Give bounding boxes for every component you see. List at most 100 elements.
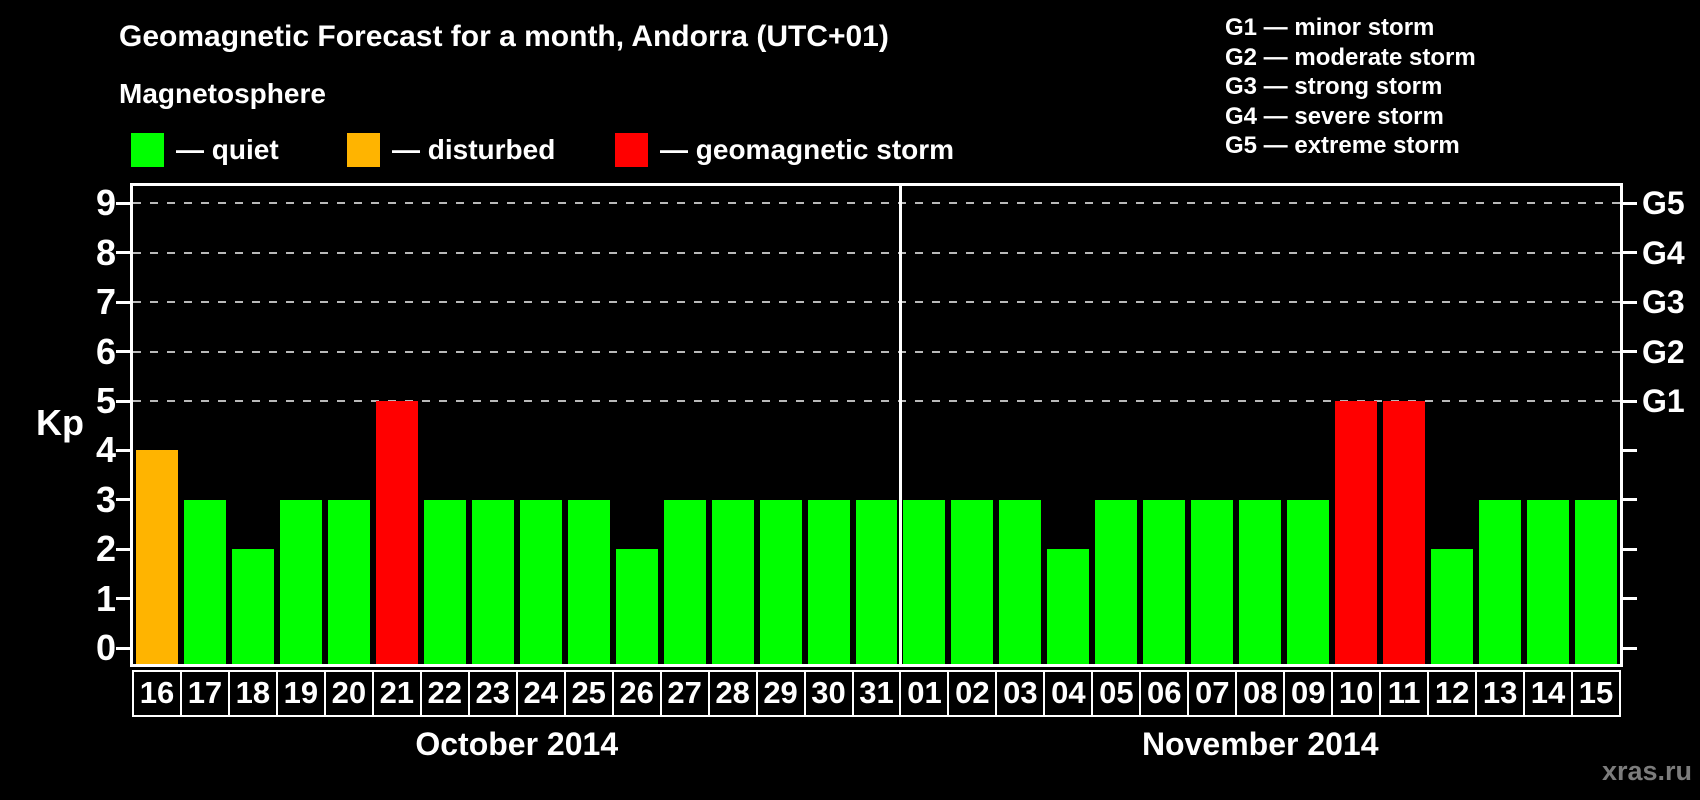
day-label-22: 22: [419, 670, 470, 717]
y-tick-left-1: [116, 597, 130, 601]
kp-bar-day-01: [903, 499, 946, 664]
y-tick-label-8: 8: [95, 231, 116, 273]
kp-bar-day-21: [375, 401, 418, 664]
y-tick-left-3: [116, 498, 130, 502]
kp-bar-day-20: [327, 499, 370, 664]
kp-bar-day-12: [1431, 549, 1474, 664]
day-label-31: 31: [851, 670, 902, 717]
day-label-17: 17: [179, 670, 230, 717]
kp-bar-day-23: [471, 499, 514, 664]
kp-bar-day-22: [423, 499, 466, 664]
y-tick-label-2: 2: [95, 528, 116, 570]
day-label-13: 13: [1475, 670, 1526, 717]
g-scale-legend-line-g4: G4 — severe storm: [1225, 102, 1444, 130]
g-axis-label-g4: G4: [1642, 234, 1685, 271]
y-tick-label-7: 7: [95, 281, 116, 323]
legend-item-storm: — geomagnetic storm: [615, 133, 954, 167]
kp-bar-day-06: [1143, 499, 1186, 664]
y-tick-left-2: [116, 547, 130, 551]
y-tick-left-4: [116, 448, 130, 452]
day-label-08: 08: [1235, 670, 1286, 717]
g-scale-legend-line-g3: G3 — strong storm: [1225, 73, 1443, 100]
day-label-01: 01: [899, 670, 950, 717]
kp-bar-day-30: [807, 499, 850, 664]
day-label-02: 02: [947, 670, 998, 717]
kp-bar-day-26: [615, 549, 658, 664]
y-tick-left-6: [116, 350, 130, 354]
day-label-27: 27: [659, 670, 710, 717]
y-tick-label-9: 9: [95, 182, 116, 224]
y-tick-label-3: 3: [95, 478, 116, 520]
day-label-14: 14: [1523, 670, 1574, 717]
kp-bar-day-05: [1095, 499, 1138, 664]
gridline-kp-8: [133, 251, 1620, 254]
kp-bar-day-18: [231, 549, 274, 664]
kp-bar-day-17: [183, 499, 226, 664]
day-label-29: 29: [755, 670, 806, 717]
kp-bar-day-28: [711, 499, 754, 664]
kp-bar-day-13: [1479, 499, 1522, 664]
day-label-10: 10: [1331, 670, 1382, 717]
g-scale-legend-line-g2: G2 — moderate storm: [1225, 43, 1476, 71]
day-label-06: 06: [1139, 670, 1190, 717]
month-label-november: November 2014: [1141, 726, 1379, 762]
day-label-25: 25: [563, 670, 614, 717]
day-label-26: 26: [611, 670, 662, 717]
storm-color-swatch: [615, 133, 648, 167]
kp-bar-day-11: [1383, 401, 1426, 664]
month-divider: [898, 186, 902, 664]
kp-bar-day-08: [1239, 499, 1282, 664]
y-axis-title: Kp: [36, 402, 84, 443]
y-tick-right-7: [1623, 300, 1637, 304]
day-label-28: 28: [707, 670, 758, 717]
day-label-12: 12: [1427, 670, 1478, 717]
y-tick-label-1: 1: [95, 577, 116, 619]
y-tick-left-5: [116, 399, 130, 403]
day-label-18: 18: [227, 670, 278, 717]
y-tick-right-2: [1623, 547, 1637, 551]
y-tick-right-4: [1623, 448, 1637, 452]
legend-item-quiet-label: — quiet: [176, 134, 279, 165]
kp-bar-day-02: [951, 499, 994, 664]
kp-bar-day-09: [1287, 499, 1330, 664]
legend-item-disturbed: — disturbed: [347, 133, 555, 167]
day-label-21: 21: [371, 670, 422, 717]
y-tick-right-5: [1623, 399, 1637, 403]
kp-bar-day-14: [1527, 499, 1570, 664]
g-scale-legend: G1 — minor storm G2 — moderate storm G3 …: [1225, 13, 1476, 161]
kp-bar-day-19: [279, 499, 322, 664]
chart-title: Geomagnetic Forecast for a month, Andorr…: [119, 20, 889, 53]
kp-bar-day-24: [519, 499, 562, 664]
y-tick-right-0: [1623, 646, 1637, 650]
kp-bar-day-27: [663, 499, 706, 664]
day-label-03: 03: [995, 670, 1046, 717]
day-label-04: 04: [1043, 670, 1094, 717]
y-tick-label-0: 0: [95, 627, 116, 668]
day-label-20: 20: [323, 670, 374, 717]
kp-bar-day-29: [759, 499, 802, 664]
y-tick-right-3: [1623, 498, 1637, 502]
gridline-kp-9: [133, 202, 1620, 205]
g-axis-label-g5: G5: [1642, 185, 1685, 222]
watermark: xras.ru: [1601, 756, 1692, 786]
g-axis-label-g3: G3: [1642, 284, 1685, 321]
y-tick-left-0: [116, 646, 130, 650]
y-tick-right-8: [1623, 251, 1637, 255]
day-label-24: 24: [515, 670, 566, 717]
disturbed-color-swatch: [347, 133, 380, 167]
day-label-16: 16: [132, 670, 182, 717]
day-label-23: 23: [467, 670, 518, 717]
day-label-30: 30: [803, 670, 854, 717]
gridline-kp-5: [133, 400, 1620, 402]
day-label-11: 11: [1379, 670, 1430, 717]
quiet-color-swatch: [131, 133, 164, 167]
kp-bar-day-10: [1335, 401, 1378, 664]
kp-bar-day-03: [999, 499, 1042, 664]
y-tick-left-9: [116, 201, 130, 205]
day-label-15: 15: [1571, 670, 1621, 717]
legend-item-disturbed-label: — disturbed: [392, 134, 556, 165]
legend-item-storm-label: — geomagnetic storm: [660, 134, 955, 165]
day-label-07: 07: [1187, 670, 1238, 717]
gridline-kp-6: [133, 350, 1620, 353]
g-scale-legend-line-g1: G1 — minor storm: [1225, 14, 1435, 41]
